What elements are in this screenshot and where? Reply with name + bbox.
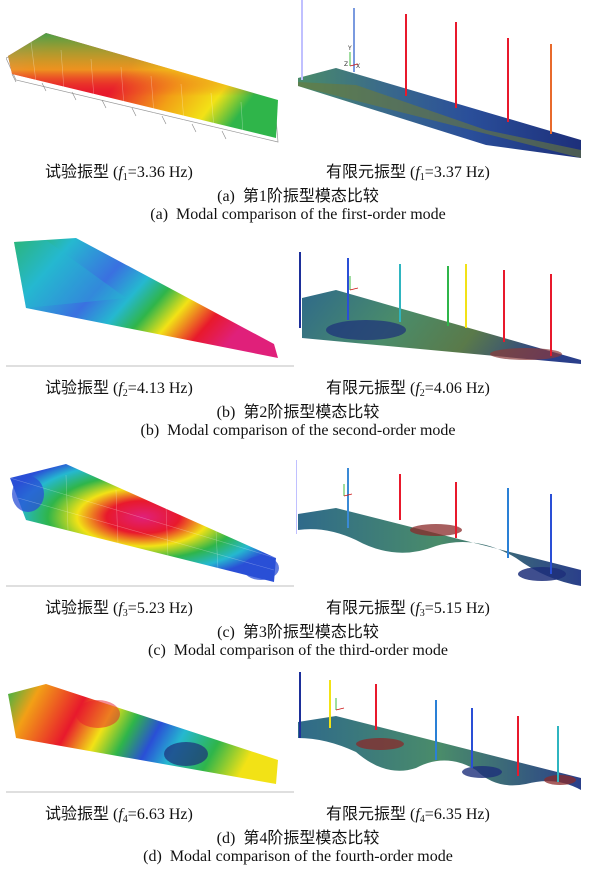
fe-mode-shape-image-3	[296, 450, 586, 588]
caption-cn-a: (a) 第1阶振型模态比较	[217, 188, 379, 205]
figure-panel-b: 试验振型 (f2=4.13 Hz) 有限元振型 (f2=4.06 Hz) (b)…	[0, 238, 596, 446]
fe-mode-shape-image-2	[296, 238, 586, 368]
fe-mode-caption-2: 有限元振型 (f2=4.06 Hz)	[326, 380, 490, 399]
figure-panel-a: Y Z X 试验振型 (f1=3.36 Hz) 有限元振型 (f1=3.37 H…	[0, 0, 596, 232]
caption-en-c: (c) Modal comparison of the third-order …	[148, 642, 448, 659]
test-mode-shape-image-3	[6, 450, 296, 588]
caption-cn-c: (c) 第3阶振型模态比较	[217, 624, 379, 641]
axis-label-y: Y	[347, 45, 352, 52]
fe-mode-shape-image-4	[296, 672, 586, 794]
test-mode-caption-2: 试验振型 (f2=4.13 Hz)	[45, 380, 193, 399]
axis-label-x: X	[356, 63, 360, 70]
caption-en-a: (a) Modal comparison of the first-order …	[150, 206, 446, 223]
test-mode-caption-4: 试验振型 (f4=6.63 Hz)	[45, 806, 193, 825]
caption-cn-d: (d) 第4阶振型模态比较	[216, 830, 380, 847]
test-mode-caption-1: 试验振型 (f1=3.36 Hz)	[45, 164, 193, 183]
caption-en-b: (b) Modal comparison of the second-order…	[140, 422, 456, 439]
fe-mode-shape-image-1: Y Z X	[296, 0, 586, 160]
axis-label-z: Z	[344, 61, 348, 68]
caption-en-d: (d) Modal comparison of the fourth-order…	[143, 848, 453, 865]
fe-mode-caption-1: 有限元振型 (f1=3.37 Hz)	[326, 164, 490, 183]
fe-mode-caption-4: 有限元振型 (f4=6.35 Hz)	[326, 806, 490, 825]
test-mode-shape-image-4	[6, 672, 296, 794]
caption-cn-b: (b) 第2阶振型模态比较	[216, 404, 380, 421]
figure-panel-c: 试验振型 (f3=5.23 Hz) 有限元振型 (f3=5.15 Hz) (c)…	[0, 450, 596, 662]
test-mode-shape-image-2	[6, 238, 296, 368]
figure-panel-d: 试验振型 (f4=6.63 Hz) 有限元振型 (f4=6.35 Hz) (d)…	[0, 672, 596, 872]
test-mode-shape-image-1	[6, 0, 296, 145]
fe-mode-caption-3: 有限元振型 (f3=5.15 Hz)	[326, 600, 490, 619]
test-mode-caption-3: 试验振型 (f3=5.23 Hz)	[45, 600, 193, 619]
